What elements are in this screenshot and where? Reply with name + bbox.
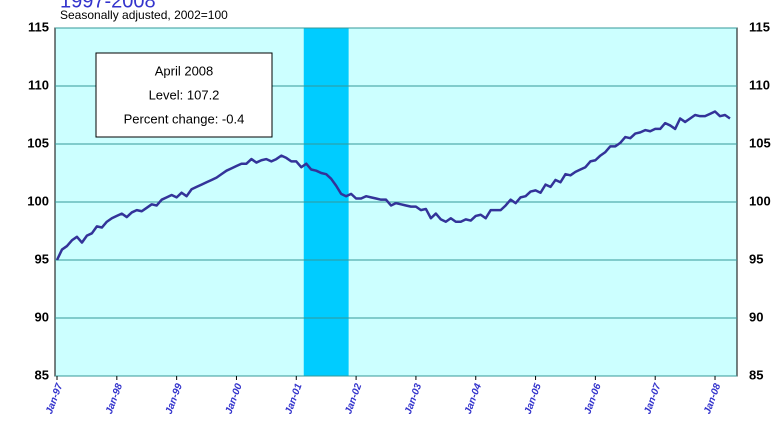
x-tick-label: Jan-98 [104, 382, 125, 416]
x-tick-label: Jan-01 [283, 382, 304, 416]
chart-subtitle: Seasonally adjusted, 2002=100 [60, 8, 228, 22]
chart-title: 1997-2008 [60, 0, 156, 12]
y-tick-label: 110 [28, 77, 49, 92]
x-tick-label: Jan-05 [523, 382, 544, 416]
x-tick-label: Jan-06 [583, 382, 604, 416]
y-tick-label: 95 [35, 251, 49, 266]
annotation-text: April 2008 [155, 63, 214, 78]
x-tick-label: Jan-07 [642, 382, 663, 416]
y-tick-label: 100 [27, 193, 49, 208]
x-tick-label: Jan-00 [224, 382, 245, 416]
y2-tick-label: 95 [749, 251, 763, 266]
x-tick-label: Jan-97 [44, 382, 65, 416]
y-tick-label: 115 [28, 19, 49, 34]
y2-tick-label: 110 [749, 77, 770, 92]
y2-tick-label: 105 [749, 135, 771, 150]
x-tick-label: Jan-04 [463, 382, 484, 416]
y2-tick-label: 90 [749, 309, 763, 324]
annotation-box [95, 52, 273, 138]
x-tick-label: Jan-03 [403, 382, 424, 416]
annotation-text: Percent change: -0.4 [124, 111, 245, 126]
y2-tick-label: 115 [749, 19, 770, 34]
y-tick-label: 105 [27, 135, 49, 150]
y-tick-label: 85 [35, 367, 49, 382]
y2-tick-label: 100 [749, 193, 771, 208]
annotation-text: Level: 107.2 [149, 87, 220, 102]
x-tick-label: Jan-99 [164, 382, 185, 416]
x-tick-label: Jan-08 [702, 382, 723, 416]
x-tick-label: Jan-02 [343, 382, 364, 416]
series-line [55, 110, 731, 261]
y-tick-label: 90 [35, 309, 49, 324]
y2-tick-label: 85 [749, 367, 763, 382]
